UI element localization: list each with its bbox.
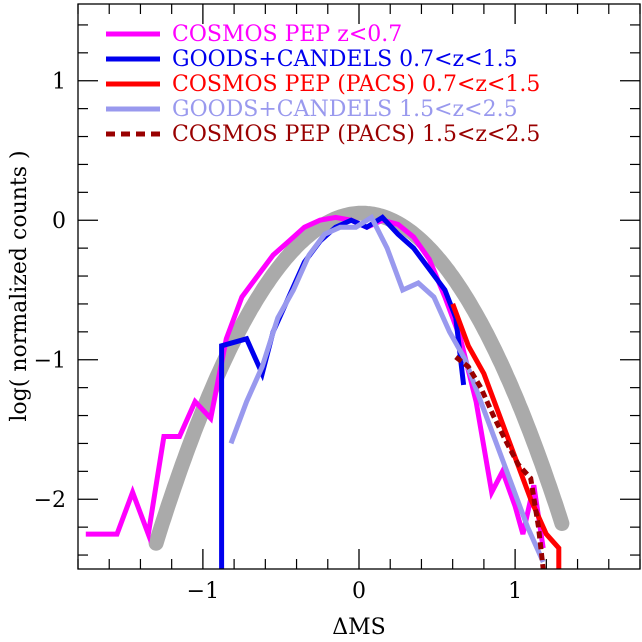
x-axis-label: ΔMS xyxy=(332,615,386,640)
x-tick-label: −1 xyxy=(187,579,219,604)
series-layer xyxy=(85,213,562,569)
series-line-cosmos-pep-z-0-7 xyxy=(85,214,546,549)
y-tick-label: −2 xyxy=(34,488,66,513)
legend-label-cosmos-pep-pacs-1-5-z-2-5: COSMOS PEP (PACS) 1.5<z<2.5 xyxy=(172,122,540,147)
legend-label-goods-candels-1-5-z-2-5: GOODS+CANDELS 1.5<z<2.5 xyxy=(172,97,518,122)
y-tick-label: 1 xyxy=(52,70,66,95)
series-line-cosmos-pep-pacs-0-7-z-1-5 xyxy=(450,303,562,569)
x-tick-label: 0 xyxy=(352,579,366,604)
y-tick-label: 0 xyxy=(52,209,66,234)
tick-layer: −1 0 1 −2 −1 0 1 xyxy=(34,4,641,604)
legend-label-cosmos-pep-pacs-0-7-z-1-5: COSMOS PEP (PACS) 0.7<z<1.5 xyxy=(172,72,540,97)
x-tick-label: 1 xyxy=(508,579,522,604)
series-line-cosmos-pep-pacs-1-5-z-2-5 xyxy=(454,355,546,569)
y-tick-label: −1 xyxy=(34,349,66,374)
y-axis-label: log( normalized counts ) xyxy=(7,150,32,421)
legend-label-cosmos-pep-z-0-7: COSMOS PEP z<0.7 xyxy=(172,22,402,47)
legend-label-goods-candels-0-7-z-1-5: GOODS+CANDELS 0.7<z<1.5 xyxy=(172,47,518,72)
series-line-goods-candels-1-5-z-2-5 xyxy=(228,213,546,564)
series-line-goods-candels-0-7-z-1-5 xyxy=(219,214,467,569)
